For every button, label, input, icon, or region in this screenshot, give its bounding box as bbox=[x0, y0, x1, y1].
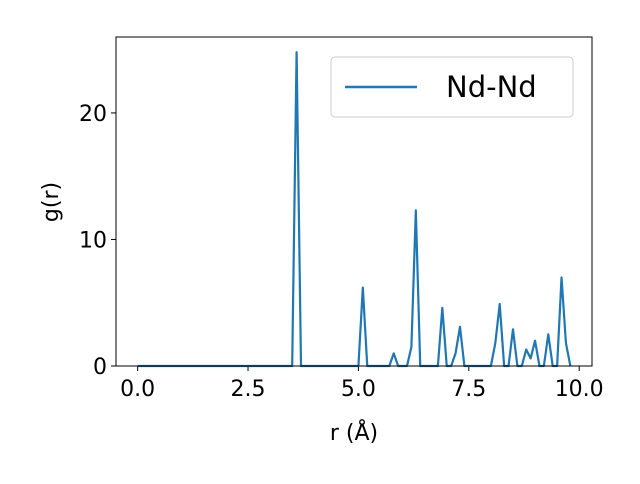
x-tick-label: 0.0 bbox=[120, 377, 155, 402]
x-tick-label: 2.5 bbox=[231, 377, 266, 402]
legend-box bbox=[330, 56, 574, 118]
legend-label: Nd-Nd bbox=[446, 70, 537, 104]
y-tick-label: 20 bbox=[79, 102, 107, 127]
x-axis-label: r (Å) bbox=[330, 419, 378, 446]
y-axis-label: g(r) bbox=[39, 182, 64, 222]
y-tick-label: 10 bbox=[79, 228, 107, 253]
plot-frame bbox=[115, 36, 593, 367]
x-tick-label: 10.0 bbox=[555, 377, 604, 402]
x-tick-label: 7.5 bbox=[451, 377, 486, 402]
y-tick-label: 0 bbox=[93, 355, 107, 380]
x-tick-label: 5.0 bbox=[341, 377, 376, 402]
